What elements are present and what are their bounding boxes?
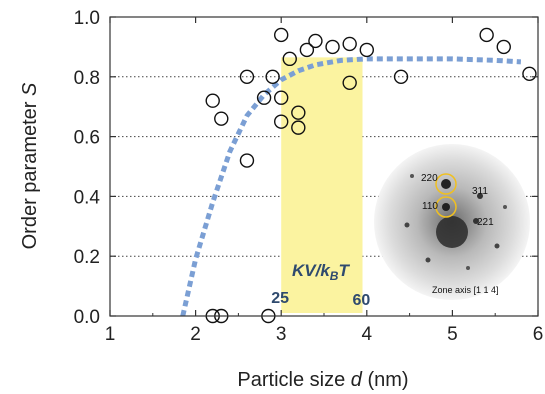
inset-ring-220 xyxy=(435,173,457,195)
data-points xyxy=(205,27,537,324)
x-tick-label: 2 xyxy=(190,324,201,345)
x-tick-label: 3 xyxy=(276,324,287,345)
data-point xyxy=(496,39,511,55)
data-point xyxy=(265,69,280,85)
x-tick-label: 5 xyxy=(447,324,458,345)
y-tick-label: 0.0 xyxy=(74,307,100,328)
inset-spot xyxy=(410,174,414,178)
data-point xyxy=(479,27,494,43)
inset-label-110: 110 xyxy=(422,201,438,212)
inset-spot xyxy=(477,193,483,199)
band-label: KV/kBT xyxy=(292,261,350,283)
kv-band xyxy=(281,57,363,313)
data-point xyxy=(239,69,255,85)
inset-label-221: 221 xyxy=(477,217,494,228)
data-point xyxy=(522,66,537,82)
diffraction-inset: 220 110 311 221 Zone axis [1 1 4] xyxy=(374,144,530,300)
data-point xyxy=(274,114,289,129)
inset-spot xyxy=(503,205,507,209)
inset-caption: Zone axis [1 1 4] xyxy=(432,285,499,295)
data-point xyxy=(308,33,323,49)
inset-label-220: 220 xyxy=(421,173,438,184)
inset-spot xyxy=(441,179,451,189)
data-point xyxy=(205,93,220,108)
x-tick-label: 6 xyxy=(533,324,544,345)
inset-spot xyxy=(473,218,479,224)
data-point xyxy=(393,69,409,85)
band-right-value: 60 xyxy=(353,292,371,309)
y-axis-label: Order parameter S xyxy=(19,82,41,249)
data-point xyxy=(274,90,289,105)
y-tick-label: 0.4 xyxy=(74,187,101,208)
data-point xyxy=(239,153,255,168)
data-point xyxy=(214,111,229,126)
data-point xyxy=(291,105,306,120)
data-point xyxy=(342,36,357,52)
y-tick-label: 0.6 xyxy=(74,128,100,149)
y-tick-label: 0.2 xyxy=(74,247,100,268)
data-point xyxy=(256,90,272,105)
y-tick-label: 0.8 xyxy=(74,68,100,89)
band-left-value: 25 xyxy=(271,290,289,307)
inset-spot xyxy=(494,243,500,249)
y-tick-label: 1.0 xyxy=(74,8,100,29)
fit-curve xyxy=(180,56,522,316)
data-point xyxy=(274,27,289,43)
x-tick-label: 1 xyxy=(105,324,116,345)
inset-label-311: 311 xyxy=(472,186,488,197)
inset-spot xyxy=(404,222,410,228)
inset-center-spot xyxy=(436,216,468,248)
x-axis-ticks: 1 2 3 4 5 6 xyxy=(105,17,544,345)
x-tick-label: 4 xyxy=(362,324,373,345)
y-axis-ticks: 0.0 0.2 0.4 0.6 0.8 1.0 xyxy=(74,8,538,328)
data-point xyxy=(282,51,297,67)
x-axis-label: Particle size d (nm) xyxy=(237,369,408,391)
data-point xyxy=(299,42,315,58)
data-point xyxy=(291,120,306,135)
data-point xyxy=(325,39,340,55)
data-point xyxy=(359,42,374,58)
inset-spot xyxy=(442,203,450,211)
inset-spot xyxy=(466,266,470,270)
inset-ring-110 xyxy=(435,196,457,218)
data-point xyxy=(342,75,357,90)
inset-spot xyxy=(425,257,431,263)
